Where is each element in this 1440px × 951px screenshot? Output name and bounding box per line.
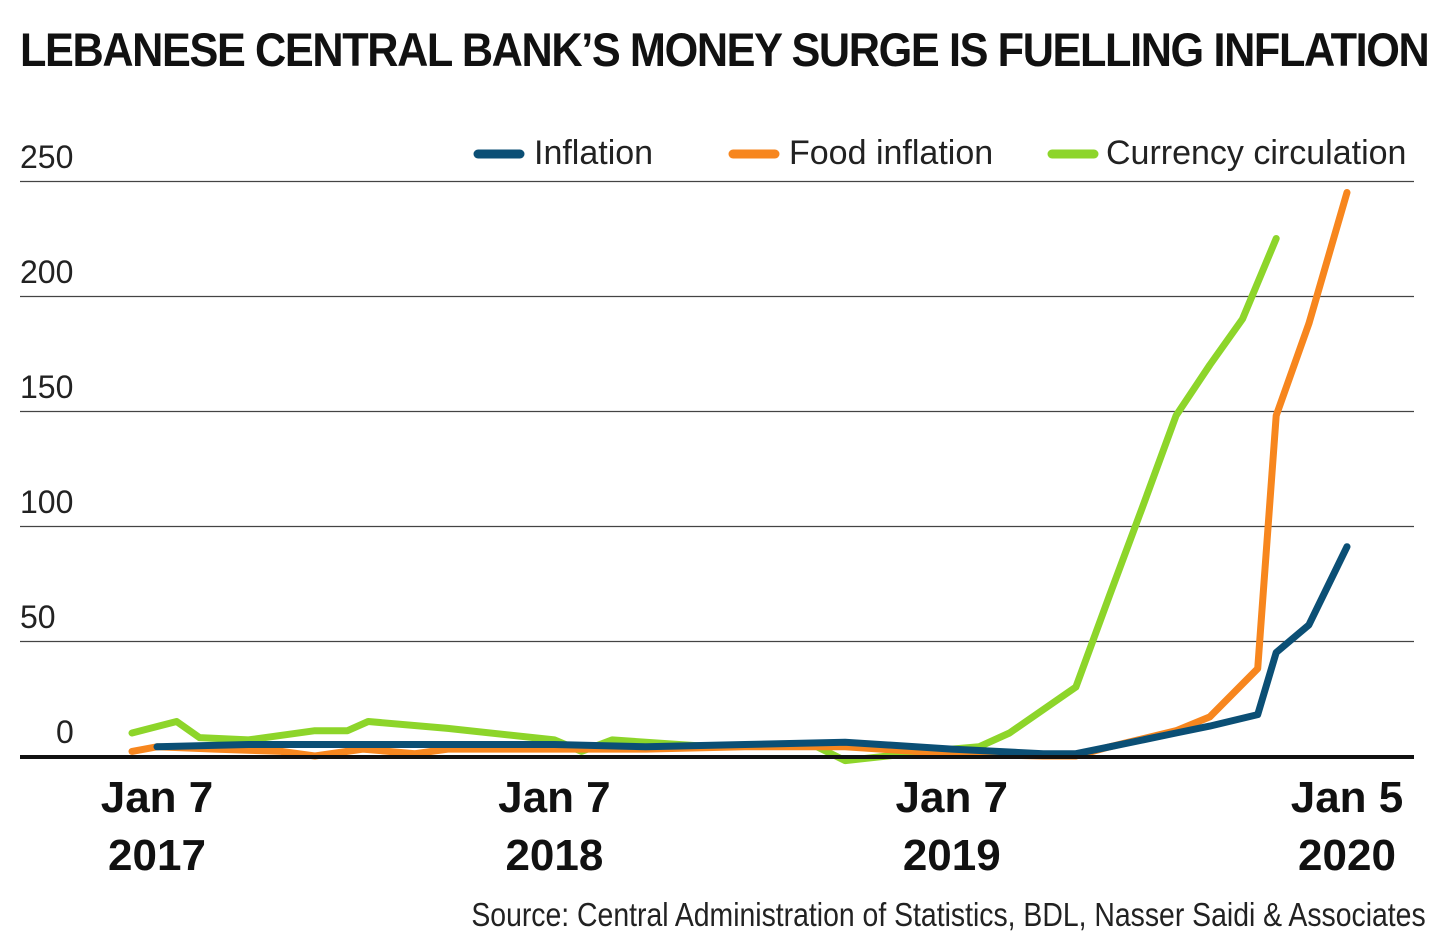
y-tick-label: 0 (56, 714, 74, 750)
x-tick-label-year: 2017 (108, 831, 206, 880)
series-line-inflation (153, 543, 1351, 758)
y-axis-ticks: 0 50 100 150 200 250 (20, 139, 74, 750)
x-tick-label: Jan 5 (1291, 773, 1404, 822)
series-line-food-inflation (128, 189, 1351, 760)
y-tick-label: 150 (20, 369, 73, 405)
legend-label: Inflation (534, 134, 653, 172)
x-tick-label: Jan 7 (896, 773, 1009, 822)
y-tick-label: 200 (20, 254, 73, 290)
gridlines (20, 180, 1414, 643)
source-note: Source: Central Administration of Statis… (471, 896, 1426, 933)
legend: Inflation Food inflation Currency circulat… (473, 134, 1406, 172)
legend-label: Food inflation (789, 134, 993, 172)
chart-title: LEBANESE CENTRAL BANK’S MONEY SURGE IS F… (20, 23, 1440, 76)
x-tick-label-year: 2018 (505, 831, 603, 880)
x-tick-label: Jan 7 (101, 773, 214, 822)
y-tick-label: 250 (20, 139, 73, 175)
x-tick-label-year: 2019 (903, 831, 1001, 880)
y-tick-label: 50 (20, 599, 56, 635)
series-line-currency-circulation (128, 235, 1280, 765)
series-lines (128, 189, 1351, 765)
x-tick-label-year: 2020 (1298, 831, 1396, 880)
x-axis-ticks: Jan 7 2017 Jan 7 2018 Jan 7 2019 Jan 5 2020 (101, 773, 1404, 880)
y-tick-label: 100 (20, 484, 73, 520)
x-tick-label: Jan 7 (498, 773, 611, 822)
legend-label: Currency circulation (1106, 134, 1406, 172)
